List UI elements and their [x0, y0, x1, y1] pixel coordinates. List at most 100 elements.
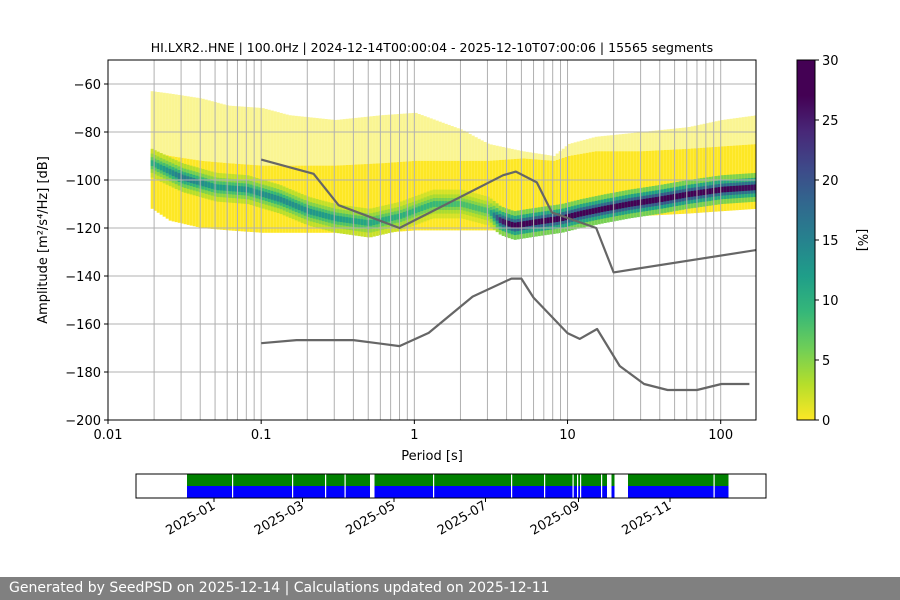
- psd-cell-band: [342, 216, 346, 223]
- psd-cell-sparse: [171, 94, 175, 157]
- psd-cell: [327, 165, 331, 233]
- psd-cell-band: [453, 201, 457, 207]
- psd-cell: [321, 165, 325, 233]
- psd-cell-band: [705, 188, 709, 195]
- x-tick-label: 10: [559, 428, 576, 443]
- psd-cell-sparse: [615, 134, 619, 152]
- psd-cell: [516, 158, 520, 231]
- psd-cell-sparse: [360, 117, 364, 165]
- psd-cell-band: [216, 184, 220, 191]
- psd-cell-sparse: [381, 115, 385, 164]
- psd-cell: [537, 159, 541, 228]
- psd-cell-sparse: [480, 140, 484, 161]
- psd-cell-sparse: [747, 116, 751, 145]
- availability-gap: [511, 474, 513, 498]
- psd-cell-sparse: [339, 119, 343, 166]
- psd-cell-band: [288, 200, 292, 207]
- psd-cell-sparse: [543, 154, 547, 161]
- psd-cell-band: [543, 217, 547, 224]
- psd-cell-sparse: [153, 91, 157, 152]
- psd-cell: [174, 156, 178, 223]
- psd-cell-band: [630, 200, 634, 207]
- y-tick-label: −200: [65, 414, 101, 429]
- psd-cell: [663, 149, 667, 215]
- psd-cell-sparse: [159, 92, 163, 154]
- psd-cell-band: [723, 186, 727, 193]
- psd-cell-sparse: [201, 98, 205, 161]
- psd-cell-sparse: [210, 101, 214, 162]
- psd-cell-band: [384, 216, 388, 223]
- psd-cell-band: [321, 212, 325, 218]
- y-tick-label: −140: [65, 270, 101, 285]
- psd-cell-sparse: [579, 140, 583, 154]
- availability-gap: [344, 474, 346, 498]
- availability-gap: [544, 474, 546, 498]
- psd-cell: [411, 160, 415, 231]
- psd-cell-band: [690, 190, 694, 197]
- psd-cell-band: [300, 205, 304, 212]
- psd-cell: [348, 164, 352, 233]
- psd-cell-band: [693, 190, 697, 197]
- availability-segment-processed: [374, 474, 607, 486]
- psd-cell-band: [498, 217, 502, 223]
- psd-cell: [636, 151, 640, 217]
- psd-cell-sparse: [243, 106, 247, 165]
- psd-cell-sparse: [537, 153, 541, 160]
- psd-cell-sparse: [369, 116, 373, 164]
- psd-cell: [372, 163, 376, 233]
- psd-cell-band: [327, 213, 331, 220]
- psd-cell-sparse: [660, 129, 664, 151]
- psd-cell-band: [402, 211, 406, 218]
- psd-cell-sparse: [456, 128, 460, 161]
- psd-cell-sparse: [606, 135, 610, 152]
- colorbar: 0 5 10 15 20 25 30 [%]: [796, 54, 869, 429]
- psd-cell-sparse: [714, 121, 718, 147]
- psd-cell-band: [429, 201, 433, 208]
- psd-cell: [648, 150, 652, 216]
- psd-cell: [342, 165, 346, 233]
- psd-cell-sparse: [156, 91, 160, 153]
- availability-tick-label: 2025-05: [343, 498, 398, 538]
- psd-cell-band: [486, 208, 490, 214]
- psd-cell-band: [585, 209, 589, 216]
- psd-cell-band: [273, 194, 277, 201]
- availability-segment-processed: [611, 474, 615, 486]
- psd-cell-sparse: [222, 104, 226, 163]
- psd-cell: [669, 149, 673, 215]
- psd-cell-band: [714, 187, 718, 194]
- psd-cell-band: [459, 201, 463, 207]
- psd-cell-band: [411, 208, 415, 215]
- psd-cell: [621, 151, 625, 218]
- psd-cell-sparse: [387, 114, 391, 163]
- colorbar-tick-label: 25: [822, 114, 839, 129]
- psd-cell-sparse: [309, 117, 313, 166]
- psd-cell-sparse: [177, 94, 181, 158]
- availability-gap: [292, 474, 294, 498]
- psd-cell-sparse: [552, 155, 556, 161]
- psd-cell-sparse: [561, 148, 565, 158]
- psd-cell-sparse: [468, 133, 472, 161]
- psd-cell: [498, 160, 502, 231]
- data-availability-strip: 2025-01 2025-03 2025-05 2025-07 2025-09 2025-…: [135, 473, 767, 539]
- psd-cell: [615, 151, 619, 219]
- psd-cell-sparse: [720, 120, 724, 147]
- psd-cell-sparse: [507, 148, 511, 160]
- psd-cell-sparse: [699, 124, 703, 148]
- psd-cell-band: [717, 187, 721, 193]
- psd-cell-sparse: [666, 129, 670, 150]
- psd-cell-band: [156, 163, 160, 169]
- psd-cell-band: [579, 210, 583, 217]
- psd-cell-band: [264, 192, 268, 198]
- y-axis-label: Amplitude [m²/s⁴/Hz] [dB]: [36, 156, 51, 324]
- psd-cell-band: [540, 218, 544, 225]
- psd-cell-band: [363, 219, 367, 226]
- psd-cell-sparse: [477, 138, 481, 161]
- psd-cell-band: [507, 220, 511, 227]
- psd-cell-band: [426, 203, 430, 209]
- psd-cell: [510, 159, 514, 231]
- y-tick-label: −160: [65, 318, 101, 333]
- psd-cell: [396, 162, 400, 232]
- psd-cell-band: [489, 210, 493, 216]
- psd-cell-sparse: [264, 108, 268, 166]
